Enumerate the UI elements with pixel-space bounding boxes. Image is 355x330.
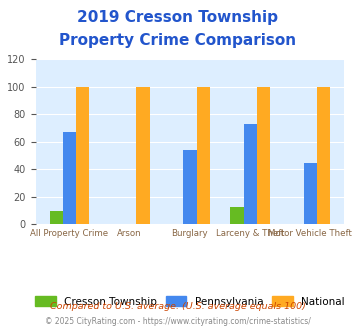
- Bar: [76, 87, 89, 224]
- Bar: [304, 163, 317, 224]
- Bar: [197, 87, 210, 224]
- Bar: [244, 124, 257, 224]
- Bar: [50, 211, 63, 224]
- Text: © 2025 CityRating.com - https://www.cityrating.com/crime-statistics/: © 2025 CityRating.com - https://www.city…: [45, 317, 310, 326]
- Text: 2019 Cresson Township: 2019 Cresson Township: [77, 10, 278, 25]
- Bar: [183, 150, 197, 224]
- Bar: [257, 87, 270, 224]
- Bar: [136, 87, 149, 224]
- Text: Compared to U.S. average. (U.S. average equals 100): Compared to U.S. average. (U.S. average …: [50, 302, 305, 311]
- Bar: [230, 207, 244, 224]
- Text: Property Crime Comparison: Property Crime Comparison: [59, 33, 296, 48]
- Legend: Cresson Township, Pennsylvania, National: Cresson Township, Pennsylvania, National: [31, 292, 349, 311]
- Bar: [63, 132, 76, 224]
- Bar: [317, 87, 330, 224]
